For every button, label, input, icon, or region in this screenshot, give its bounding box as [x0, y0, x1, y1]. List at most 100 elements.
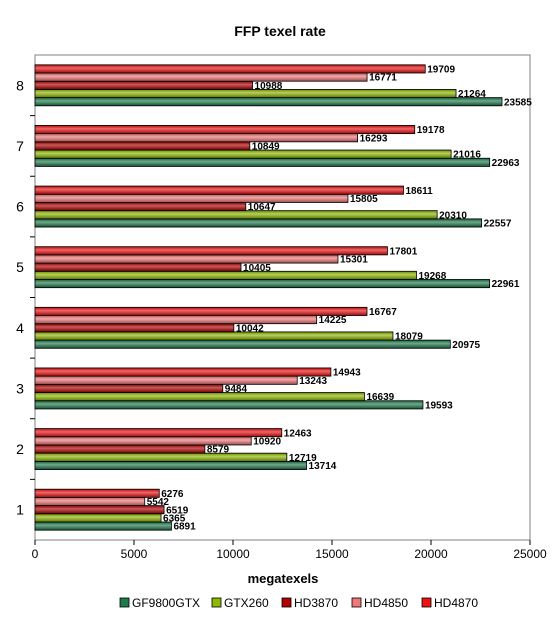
data-label: 13243 — [299, 376, 327, 387]
bar-gf9800gtx-2 — [34, 460, 307, 470]
bar-gtx260-5 — [34, 270, 417, 280]
bar-hd4850-2 — [34, 436, 252, 446]
data-label: 16639 — [366, 392, 394, 403]
bar-gf9800gtx-7 — [34, 157, 491, 167]
data-label: 10920 — [253, 436, 281, 447]
data-label: 10647 — [248, 202, 276, 213]
x-tick-label: 5000 — [121, 547, 148, 561]
category-label: 2 — [16, 441, 24, 457]
bar-hd3870-5 — [34, 262, 242, 272]
bar-hd3870-2 — [34, 444, 206, 454]
bar-hd3870-6 — [34, 202, 247, 212]
bar-hd3870-4 — [34, 323, 235, 333]
data-label: 15805 — [350, 194, 378, 205]
bar-hd4870-8 — [34, 64, 426, 74]
data-label: 6519 — [166, 505, 189, 516]
data-label: 10042 — [236, 323, 264, 334]
data-label: 14943 — [333, 368, 361, 379]
data-label: 6891 — [173, 522, 196, 533]
data-label: 6365 — [163, 513, 186, 524]
bar-hd4850-7 — [34, 133, 359, 143]
category-label: 3 — [16, 380, 24, 396]
legend-swatch — [351, 597, 362, 608]
bar-gtx260-2 — [34, 452, 288, 462]
bar-gtx260-1 — [34, 513, 162, 523]
legend-swatch — [119, 597, 130, 608]
data-label: 5542 — [147, 497, 170, 508]
bar-gtx260-4 — [34, 331, 394, 341]
data-label: 21264 — [458, 89, 486, 100]
legend: GF9800GTX GTX260 HD3870 HD4850 HD4870 — [119, 596, 478, 610]
bar-hd4870-2 — [34, 428, 283, 438]
data-label: 19178 — [417, 125, 445, 136]
data-label: 21016 — [453, 150, 481, 161]
category-label: 8 — [16, 77, 24, 93]
bar-hd4850-3 — [34, 375, 298, 385]
bar-gtx260-8 — [34, 89, 457, 99]
category-label: 5 — [16, 259, 24, 275]
bar-hd4850-8 — [34, 72, 368, 82]
data-label: 20975 — [452, 340, 480, 351]
bar-gf9800gtx-8 — [34, 97, 503, 107]
plot-area: 0 5000 10000 15000 20000 25000168916365651955… — [16, 54, 547, 561]
x-tick-label: 25000 — [513, 547, 547, 561]
bar-gtx260-6 — [34, 210, 438, 220]
bar-hd3870-7 — [34, 141, 251, 151]
x-axis-title: megatexels — [248, 571, 319, 586]
legend-swatch — [211, 597, 222, 608]
chart-title: FFP texel rate — [234, 23, 326, 39]
category-label: 1 — [16, 502, 24, 518]
category-label: 6 — [16, 199, 24, 215]
bar-hd4850-1 — [34, 496, 146, 506]
bar-hd4870-7 — [34, 125, 416, 135]
bar-hd4870-4 — [34, 306, 368, 316]
data-label: 18079 — [395, 332, 423, 343]
bar-gf9800gtx-1 — [34, 521, 172, 531]
data-label: 22963 — [492, 158, 520, 169]
data-label: 17801 — [389, 246, 417, 257]
legend-label: HD4850 — [364, 596, 408, 610]
data-label: 19593 — [425, 400, 453, 411]
data-label: 16771 — [369, 73, 397, 84]
legend-label: GTX260 — [224, 596, 269, 610]
bar-hd4870-1 — [34, 488, 160, 498]
x-tick-label: 15000 — [315, 547, 349, 561]
data-label: 10849 — [252, 142, 280, 153]
data-label: 15301 — [340, 255, 368, 266]
bar-hd4870-6 — [34, 185, 404, 195]
x-tick-label: 10000 — [216, 547, 250, 561]
legend-label: HD3870 — [294, 596, 338, 610]
legend-label: HD4870 — [434, 596, 478, 610]
data-label: 19268 — [419, 271, 447, 282]
x-tick-label: 20000 — [414, 547, 448, 561]
data-label: 9484 — [225, 384, 248, 395]
data-label: 22961 — [492, 279, 520, 290]
bar-hd4870-3 — [34, 367, 332, 377]
data-label: 19709 — [427, 65, 455, 76]
category-label: 7 — [16, 138, 24, 154]
data-label: 10405 — [243, 263, 271, 274]
bar-gtx260-7 — [34, 149, 452, 159]
legend-swatch — [421, 597, 432, 608]
data-label: 20310 — [439, 210, 467, 221]
legend-label: GF9800GTX — [132, 596, 200, 610]
bar-gf9800gtx-6 — [34, 218, 483, 228]
bar-hd4850-6 — [34, 193, 349, 203]
data-label: 12463 — [284, 428, 312, 439]
bar-gf9800gtx-3 — [34, 400, 424, 410]
x-tick-label: 0 — [32, 547, 39, 561]
data-label: 22557 — [484, 219, 512, 230]
bar-hd4850-5 — [34, 254, 339, 264]
data-label: 12719 — [289, 453, 317, 464]
bar-gtx260-3 — [34, 392, 365, 402]
category-label: 4 — [16, 320, 24, 336]
data-label: 6276 — [161, 489, 184, 500]
bar-hd3870-1 — [34, 505, 165, 515]
data-label: 10988 — [255, 81, 283, 92]
bar-hd4870-5 — [34, 246, 388, 256]
bar-hd4850-4 — [34, 315, 318, 325]
legend-swatch — [281, 597, 292, 608]
bar-gf9800gtx-4 — [34, 339, 451, 349]
data-label: 23585 — [504, 97, 532, 108]
